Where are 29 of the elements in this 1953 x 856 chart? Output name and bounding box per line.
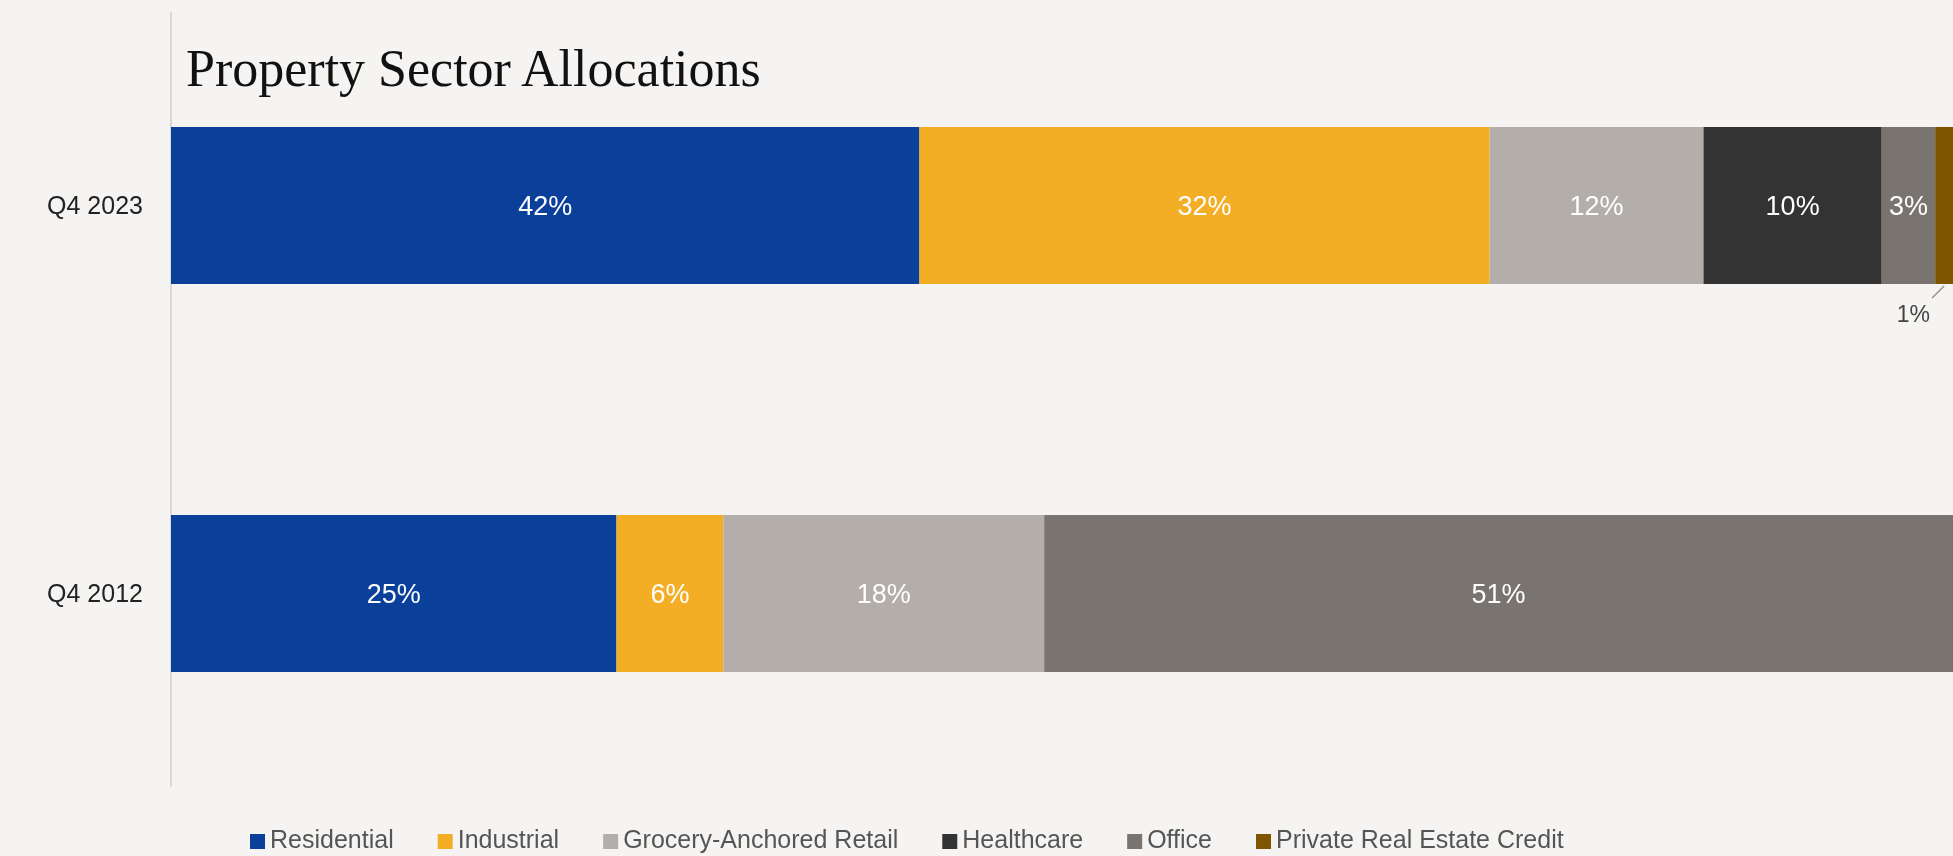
legend-label: Grocery-Anchored Retail [623,825,899,853]
bar [616,515,724,672]
bar [1703,127,1882,284]
legend-label: Industrial [457,825,560,853]
bar [171,515,617,672]
bar [1881,127,1936,284]
data-label: 51% [1471,578,1526,609]
data-label: 1% [1896,301,1931,327]
data-label: 12% [1569,190,1624,221]
data-label: 32% [1177,190,1232,221]
data-label: 6% [650,578,690,609]
data-label: 18% [856,578,911,609]
y-tick-label: Q4 2023 [47,191,143,220]
text: Property Sector Allocations [186,40,761,97]
legend-label: Healthcare [962,825,1084,853]
legend-label: Private Real Estate Credit [1276,825,1564,853]
bar [1489,127,1704,284]
legend-label: Residential [270,825,394,853]
bar [919,127,1490,284]
data-label: 25% [366,578,421,609]
bar [723,515,1045,672]
bar [171,127,920,284]
legend-label: Office [1147,825,1213,853]
data-label: 10% [1765,190,1820,221]
y-tick-label: Q4 2012 [47,579,143,608]
data-label: 42% [518,190,573,221]
bar [1935,127,1953,284]
bar [1044,515,1953,672]
data-label: 3% [1888,190,1928,221]
